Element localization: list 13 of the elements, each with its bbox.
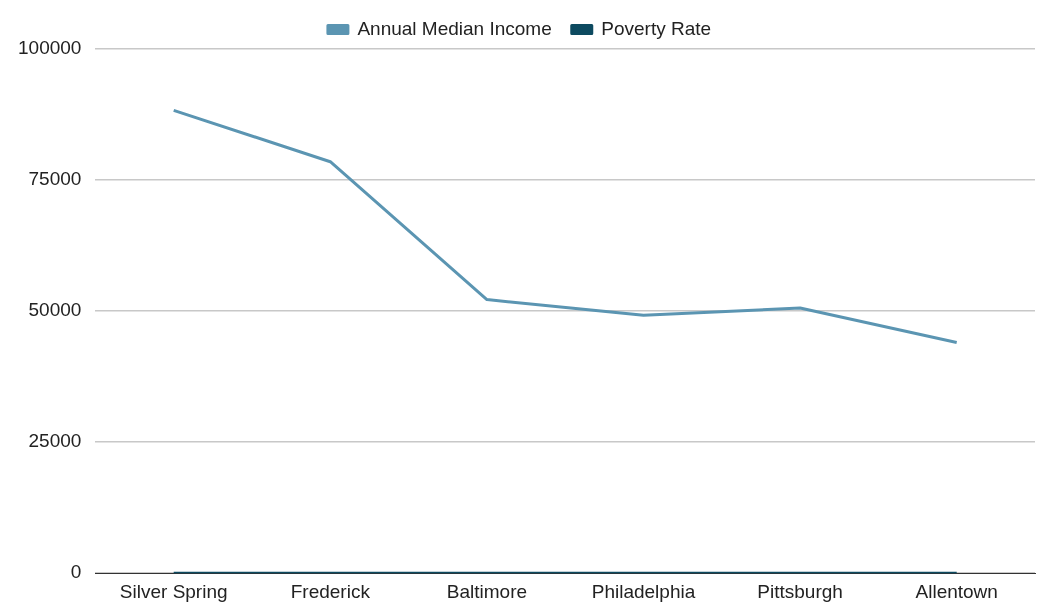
x-tick-label: Philadelphia	[591, 580, 696, 602]
x-tick-label: Allentown	[915, 580, 998, 602]
y-tick-label: 25000	[28, 430, 82, 452]
x-tick-label: Baltimore	[446, 580, 528, 602]
x-tick-label: Frederick	[290, 580, 371, 602]
x-tick-label: Pittsburgh	[757, 580, 843, 602]
y-tick-label: 75000	[28, 168, 82, 190]
y-tick-label: 100000	[18, 37, 82, 59]
y-tick-label: 0	[70, 561, 82, 583]
legend-label: Annual Median Income	[357, 17, 552, 39]
y-tick-label: 50000	[28, 299, 82, 321]
x-tick-label: Silver Spring	[119, 580, 228, 602]
legend-label: Poverty Rate	[601, 17, 712, 39]
